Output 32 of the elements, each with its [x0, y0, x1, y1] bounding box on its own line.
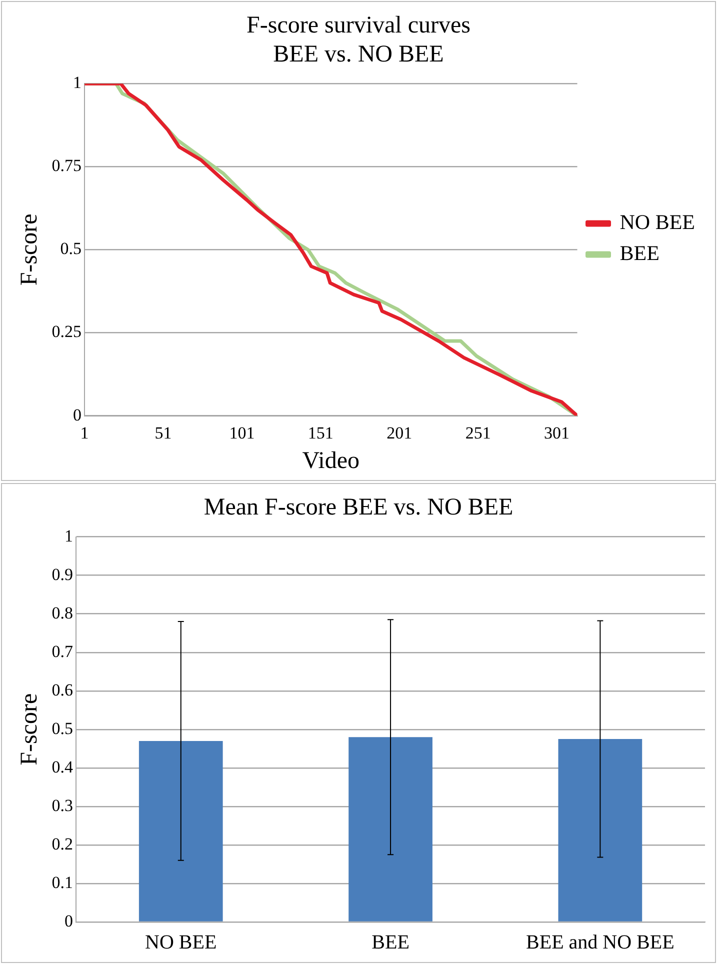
- y-tick-label: 0.75: [52, 156, 82, 176]
- y-tick-label: 0.3: [52, 796, 74, 815]
- legend-label: NO BEE: [620, 210, 696, 234]
- y-tick-label: 0: [73, 405, 82, 424]
- x-tick-label: 201: [386, 423, 412, 442]
- chart-title: Mean F-score BEE vs. NO BEE: [204, 494, 514, 521]
- x-tick-label: 151: [308, 423, 334, 442]
- y-tick-label: 0.9: [52, 564, 74, 584]
- y-tick-label: 0.6: [52, 680, 74, 700]
- y-tick-label: 0.7: [52, 642, 74, 661]
- y-tick-label: 0.2: [52, 834, 74, 854]
- y-tick-label: 0.5: [60, 239, 82, 258]
- y-tick-label: 1: [64, 526, 74, 546]
- x-tick-label: 251: [465, 423, 491, 442]
- y-tick-label: 0.5: [52, 718, 74, 738]
- x-axis-title: Video: [302, 448, 360, 474]
- y-tick-label: 0.4: [52, 757, 74, 776]
- x-tick-label: NO BEE: [145, 931, 217, 954]
- y-axis-title: F-score: [16, 214, 43, 286]
- y-tick-label: 0: [64, 911, 74, 930]
- x-tick-label: 101: [229, 423, 255, 442]
- chart-title: F-score survival curves BEE vs. NO BEE: [246, 12, 470, 68]
- y-tick-label: 1: [73, 73, 82, 92]
- x-tick-label: BEE: [372, 931, 410, 954]
- y-tick-label: 0.1: [52, 872, 74, 892]
- x-tick-label: 301: [544, 423, 570, 442]
- y-axis-title: F-score: [16, 693, 43, 766]
- x-tick-label: BEE and NO BEE: [526, 931, 674, 954]
- y-tick-label: 0.25: [52, 322, 82, 342]
- legend-label: BEE: [620, 241, 660, 266]
- x-tick-label: 51: [154, 423, 172, 442]
- y-tick-label: 0.8: [52, 603, 74, 622]
